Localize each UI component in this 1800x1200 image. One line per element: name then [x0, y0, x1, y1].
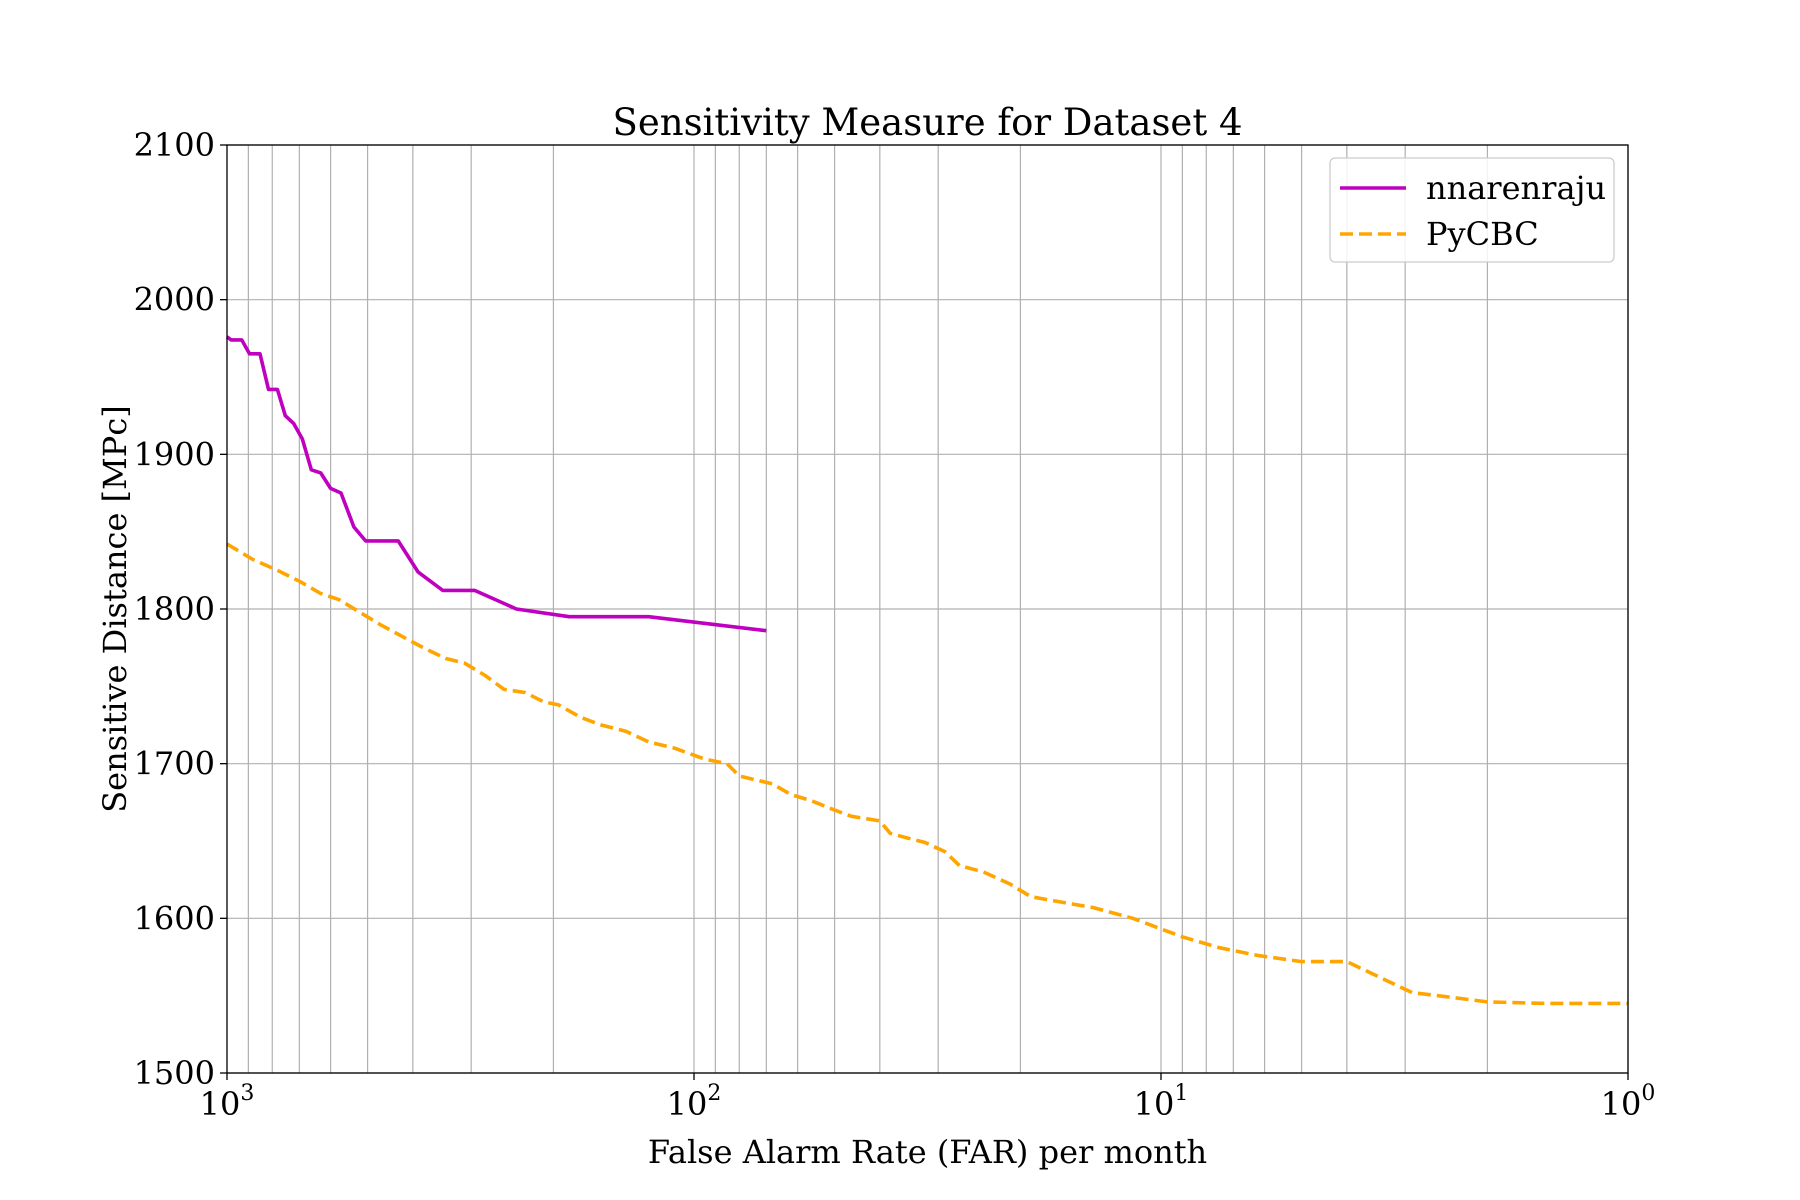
x-tick-label: 103 [200, 1081, 255, 1123]
series-line-pycbc [226, 542, 1628, 1006]
x-tick-base: 10 [1134, 1085, 1175, 1123]
x-tick-base: 10 [200, 1085, 241, 1123]
x-tick-base: 10 [1601, 1085, 1642, 1123]
y-tick-label: 1700 [134, 745, 215, 783]
series-layer [225, 335, 1628, 1006]
x-tick-exponent: 1 [1174, 1081, 1188, 1106]
y-tick-label: 1900 [134, 435, 215, 473]
x-axis-ticks: 103 102 101 100 [200, 1073, 1656, 1123]
y-axis-label: Sensitive Distance [MPc] [96, 405, 134, 812]
x-axis-label: False Alarm Rate (FAR) per month [648, 1133, 1207, 1171]
legend-label-pycbc: PyCBC [1426, 215, 1539, 253]
x-tick-label: 101 [1134, 1081, 1189, 1123]
x-tick-exponent: 2 [707, 1081, 721, 1106]
y-tick-label: 1600 [134, 899, 215, 937]
y-axis-ticks: 1500 1600 1700 1800 1900 2000 2100 [134, 126, 227, 1092]
y-tick-label: 2000 [134, 281, 215, 319]
chart-title: Sensitivity Measure for Dataset 4 [613, 101, 1243, 144]
y-tick-label: 1800 [134, 590, 215, 628]
legend-label-nnarenraju: nnarenraju [1426, 169, 1606, 207]
legend: nnarenraju PyCBC [1329, 157, 1615, 263]
x-tick-exponent: 0 [1641, 1081, 1655, 1106]
x-tick-label: 102 [667, 1081, 722, 1123]
y-tick-label: 2100 [134, 126, 215, 164]
x-tick-exponent: 3 [240, 1081, 254, 1106]
y-tick-label: 1500 [134, 1054, 215, 1092]
x-tick-base: 10 [667, 1085, 708, 1123]
legend-box [1329, 157, 1615, 263]
x-tick-label: 100 [1601, 1081, 1656, 1123]
series-line-nnarenraju [225, 335, 767, 633]
